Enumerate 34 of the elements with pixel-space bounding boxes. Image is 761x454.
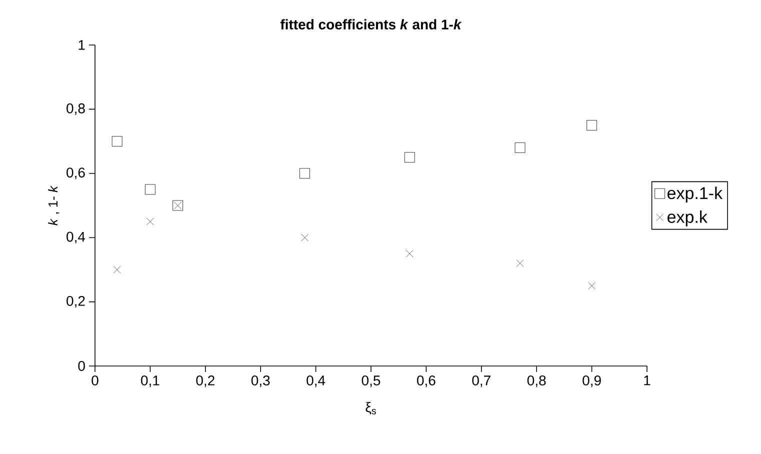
x-tick-label: 0,3: [251, 376, 270, 388]
point: [301, 234, 308, 242]
y-tick-label: 0,4: [66, 232, 86, 244]
point: [588, 282, 596, 290]
x-tick-label: 0: [92, 376, 98, 386]
x-tick-label: 1: [644, 376, 650, 386]
point: [586, 120, 597, 130]
legend-label: exp.k: [668, 210, 708, 226]
point: [146, 218, 154, 226]
x-tick-label: 0,2: [196, 376, 214, 388]
point: [112, 136, 122, 146]
chart-title: fitted coefficients k and 1-k: [280, 19, 462, 30]
y-tick-label: 0,6: [66, 168, 85, 180]
y-tick-label: 0,8: [66, 103, 85, 115]
x-tick-label: 0,8: [527, 376, 546, 388]
x-axis-title: ξ$_{s}$: [366, 402, 376, 415]
point: [113, 266, 121, 274]
x-tick-label: 0,7: [472, 376, 490, 388]
y-tick-label: 0: [78, 361, 85, 371]
y-tick-label: 0,2: [66, 296, 85, 308]
x-tick-label: 0,1: [141, 376, 160, 388]
y-tick-label: 1: [78, 40, 85, 50]
x-tick-label: 0,9: [582, 376, 601, 388]
point: [514, 142, 526, 153]
x-tick-label: 0,4: [306, 376, 326, 388]
point: [406, 250, 414, 258]
y-axis-title: k , 1- k: [48, 185, 60, 226]
x-tick-label: 0,5: [362, 376, 380, 388]
x-tick-label: 0,6: [417, 376, 436, 388]
point: [516, 260, 524, 267]
point: [404, 152, 415, 163]
point: [145, 184, 156, 195]
legend-label: exp.1-k: [668, 186, 723, 203]
point: [300, 168, 310, 179]
